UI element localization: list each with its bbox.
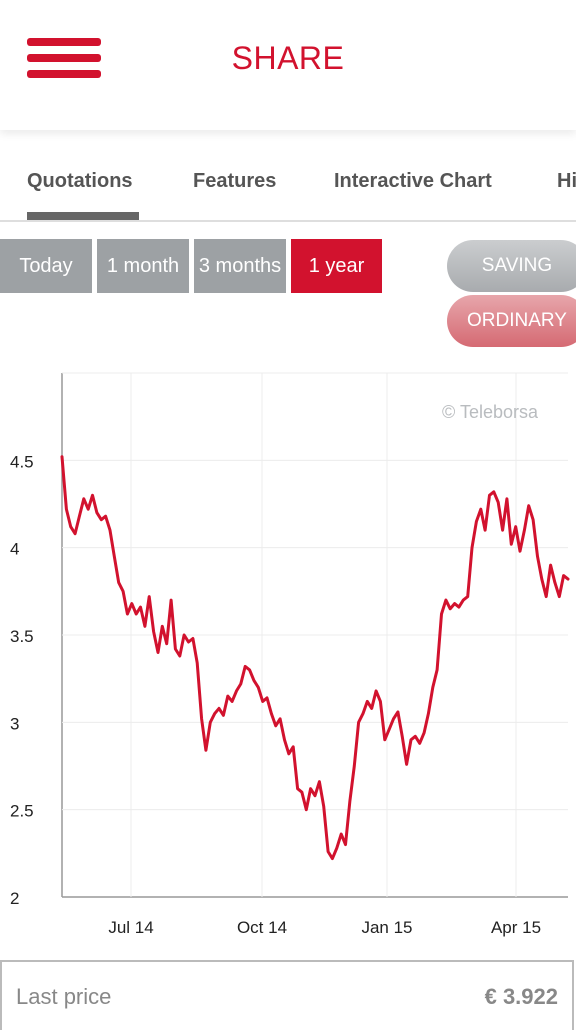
last-price-value: € 3.922: [484, 984, 558, 1009]
y-axis-ticks: 4.5 4 3.5 3 2.5 2: [10, 452, 34, 908]
y-tick-label: 2: [10, 889, 19, 908]
x-tick-label: Oct 14: [237, 918, 287, 937]
period-today-button[interactable]: Today: [0, 239, 92, 293]
x-tick-label: Jul 14: [108, 918, 153, 937]
tab-bar: Quotations Features Interactive Chart Hi: [0, 150, 576, 222]
app-header: SHARE: [0, 0, 576, 130]
active-tab-indicator: [27, 212, 139, 220]
y-tick-label: 4.5: [10, 452, 34, 471]
hamburger-menu-icon[interactable]: [27, 36, 101, 84]
last-price-row: Last price € 3.922: [0, 960, 574, 1030]
page-title: SHARE: [231, 40, 345, 76]
period-1-year-button[interactable]: 1 year: [291, 239, 382, 293]
price-chart[interactable]: 4.5 4 3.5 3 2.5 2 Jul 14 Oct 14 Jan 15 Apr 15 © …: [0, 360, 576, 950]
y-tick-label: 2.5: [10, 802, 34, 821]
tab-features[interactable]: Features: [193, 170, 277, 192]
chart-grid: [61, 372, 568, 898]
x-axis-ticks: Jul 14 Oct 14 Jan 15 Apr 15: [108, 918, 541, 937]
menu-bar: [27, 54, 101, 62]
ordinary-share-button[interactable]: ORDINARY: [447, 295, 576, 347]
menu-bar: [27, 70, 101, 78]
saving-share-button[interactable]: SAVING: [447, 240, 576, 292]
last-price-label: Last price: [16, 984, 112, 1009]
chart-watermark: © Teleborsa: [442, 402, 539, 422]
period-1-month-button[interactable]: 1 month: [97, 239, 189, 293]
price-series-line: [60, 455, 570, 861]
y-tick-label: 3: [10, 714, 19, 733]
period-3-months-button[interactable]: 3 months: [194, 239, 286, 293]
tab-quotations[interactable]: Quotations: [27, 170, 133, 192]
tab-history[interactable]: Hi: [557, 170, 576, 192]
tab-interactive-chart[interactable]: Interactive Chart: [334, 170, 492, 192]
x-tick-label: Jan 15: [361, 918, 412, 937]
y-tick-label: 3.5: [10, 627, 34, 646]
y-tick-label: 4: [10, 540, 19, 559]
menu-bar: [27, 38, 101, 46]
x-tick-label: Apr 15: [491, 918, 541, 937]
